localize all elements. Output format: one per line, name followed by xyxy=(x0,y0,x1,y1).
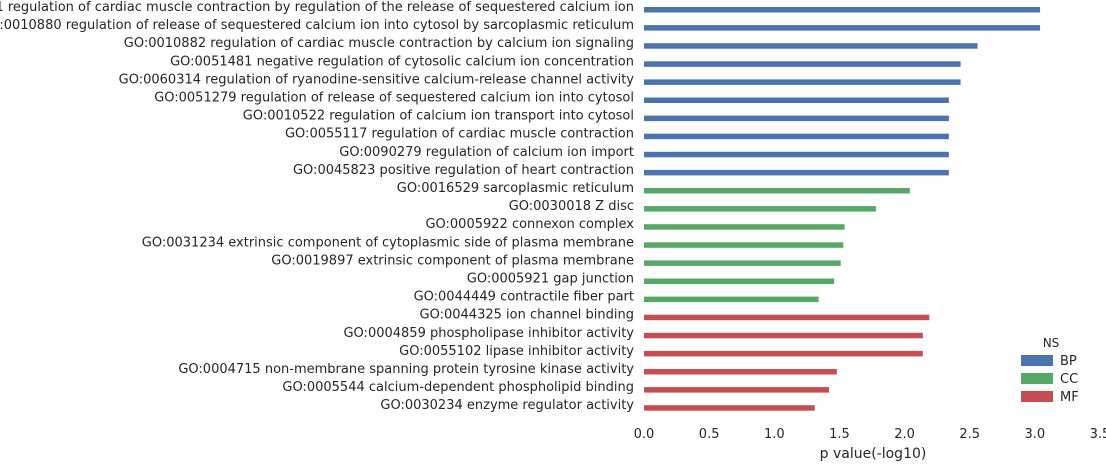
legend-entries: BP CC MF xyxy=(1021,354,1079,405)
x-tick-label: 3.0 xyxy=(1025,427,1046,442)
bar-mf-19 xyxy=(644,350,923,357)
y-tick-label: GO:0090279 regulation of calcium ion imp… xyxy=(339,145,634,160)
bar-cc-10 xyxy=(644,188,910,194)
x-tick-label: 3.5 xyxy=(1090,427,1106,442)
x-tick-label: 0.0 xyxy=(634,427,655,442)
legend-title: NS xyxy=(1043,336,1060,350)
bar-bp-9 xyxy=(644,169,949,176)
bar-mf-22 xyxy=(644,405,815,411)
y-tick-label: GO:0010880 regulation of release of sequ… xyxy=(0,18,634,33)
y-tick-label: GO:0005544 calcium-dependent phospholipi… xyxy=(282,380,634,395)
y-tick-label: GO:0051279 regulation of release of sequ… xyxy=(154,91,634,106)
bar-bp-6 xyxy=(644,115,949,122)
bar-bp-0 xyxy=(644,7,1041,13)
y-tick-label: GO:0005921 gap junction xyxy=(467,272,634,287)
bar-bp-8 xyxy=(644,151,949,158)
y-tick-label: GO:0010522 regulation of calcium ion tra… xyxy=(243,109,634,124)
y-tick-label: GO:0004859 phospholipase inhibitor activ… xyxy=(343,326,634,341)
legend-label-bp: BP xyxy=(1060,354,1077,369)
y-tick-label: GO:0044325 ion channel binding xyxy=(420,308,634,323)
y-tick-label: GO:0044449 contractile fiber part xyxy=(414,290,634,305)
bars-layer xyxy=(644,7,1041,411)
y-tick-label: GO:0060314 regulation of ryanodine-sensi… xyxy=(119,72,635,87)
bar-mf-17 xyxy=(644,314,930,321)
y-tick-labels: GO:0010881 regulation of cardiac muscle … xyxy=(0,0,634,413)
x-tick-label: 1.0 xyxy=(764,427,785,442)
y-tick-label: GO:0055117 regulation of cardiac muscle … xyxy=(285,127,634,142)
bar-cc-12 xyxy=(644,224,845,230)
x-tick-label: 0.5 xyxy=(699,427,720,442)
y-tick-label: GO:0030018 Z disc xyxy=(509,199,634,214)
x-tick-label: 1.5 xyxy=(829,427,850,442)
bar-bp-5 xyxy=(644,97,949,103)
bar-bp-1 xyxy=(644,25,1041,31)
bar-mf-21 xyxy=(644,387,830,393)
x-tick-label: 2.5 xyxy=(959,427,980,442)
x-tick-labels: 0.0 0.5 1.0 1.5 2.0 2.5 3.0 3.5 xyxy=(634,427,1106,442)
legend-label-cc: CC xyxy=(1060,372,1078,387)
legend-swatch-bp xyxy=(1021,355,1053,366)
bar-cc-11 xyxy=(644,206,876,212)
bar-bp-4 xyxy=(644,79,961,85)
bar-bp-2 xyxy=(644,43,978,49)
y-tick-label: GO:0016529 sarcoplasmic reticulum xyxy=(397,181,634,196)
y-tick-label: GO:0019897 extrinsic component of plasma… xyxy=(271,253,634,268)
legend-swatch-mf xyxy=(1021,391,1053,402)
y-tick-label: GO:0004715 non-membrane spanning protein… xyxy=(178,362,634,377)
bar-mf-18 xyxy=(644,332,923,339)
y-tick-label: GO:0010881 regulation of cardiac muscle … xyxy=(0,0,634,15)
y-tick-label: GO:0005922 connexon complex xyxy=(425,217,634,232)
legend-swatch-cc xyxy=(1021,373,1053,384)
legend-label-mf: MF xyxy=(1060,390,1079,405)
y-tick-label: GO:0010882 regulation of cardiac muscle … xyxy=(124,36,634,51)
bar-cc-16 xyxy=(644,296,819,303)
bar-mf-20 xyxy=(644,369,837,375)
bar-cc-13 xyxy=(644,242,844,248)
y-tick-label: GO:0030234 enzyme regulator activity xyxy=(380,398,634,413)
bar-cc-14 xyxy=(644,260,841,266)
y-tick-label: GO:0051481 negative regulation of cytoso… xyxy=(170,54,634,69)
bar-bp-7 xyxy=(644,133,949,140)
x-axis-label: p value(-log10) xyxy=(820,446,927,462)
y-tick-label: GO:0031234 extrinsic component of cytopl… xyxy=(142,235,634,250)
y-tick-label: GO:0055102 lipase inhibitor activity xyxy=(399,344,634,359)
legend: NS BP CC MF xyxy=(1021,336,1079,405)
x-tick-label: 2.0 xyxy=(894,427,915,442)
bar-cc-15 xyxy=(644,278,835,284)
bar-bp-3 xyxy=(644,61,961,67)
y-tick-label: GO:0045823 positive regulation of heart … xyxy=(293,163,634,178)
